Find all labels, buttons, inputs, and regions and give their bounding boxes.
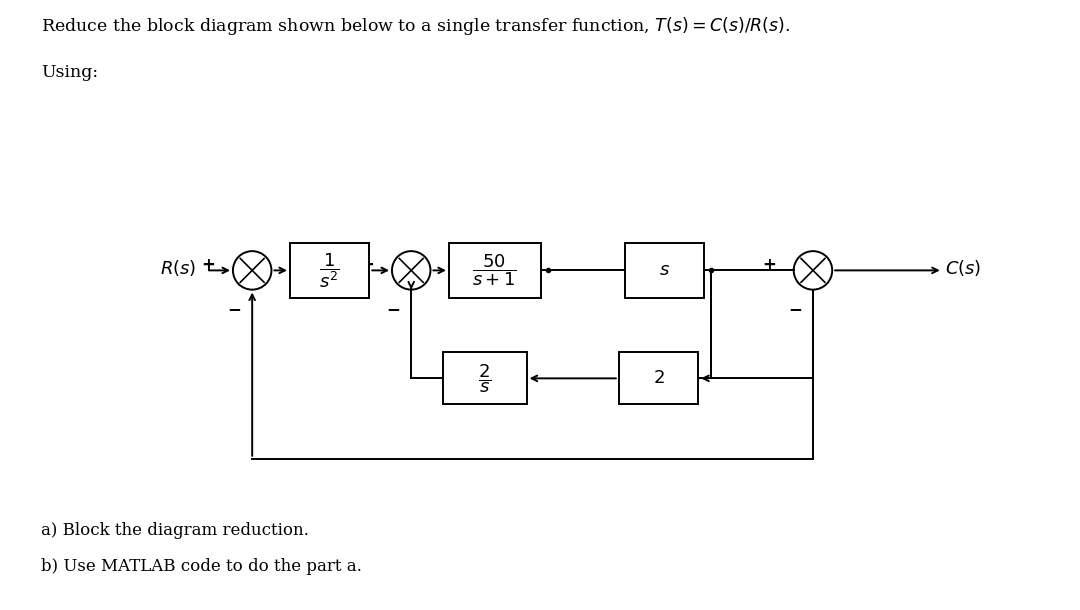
Text: +: + [762,256,777,274]
Text: +: + [202,256,215,274]
Bar [449,243,541,298]
Text: $R(s)$: $R(s)$ [160,258,197,278]
Bar [619,353,699,404]
Text: −: − [788,301,802,318]
Text: −: − [387,301,401,318]
Text: $s$: $s$ [659,262,670,279]
Text: $\dfrac{2}{s}$: $\dfrac{2}{s}$ [478,362,491,395]
Bar [443,353,527,404]
Text: −: − [228,301,242,318]
Bar [624,243,704,298]
Text: a) Block the diagram reduction.: a) Block the diagram reduction. [41,522,309,539]
Text: $\dfrac{50}{s+1}$: $\dfrac{50}{s+1}$ [472,253,517,288]
Text: $2$: $2$ [652,370,664,387]
Text: +: + [361,256,375,274]
Text: Reduce the block diagram shown below to a single transfer function, $T(s) = C(s): Reduce the block diagram shown below to … [41,15,791,37]
Text: $C(s)$: $C(s)$ [945,258,982,278]
Text: b) Use MATLAB code to do the part a.: b) Use MATLAB code to do the part a. [41,558,362,575]
Bar [289,243,369,298]
Text: $\dfrac{1}{s^2}$: $\dfrac{1}{s^2}$ [320,251,340,290]
Text: Using:: Using: [41,64,98,81]
